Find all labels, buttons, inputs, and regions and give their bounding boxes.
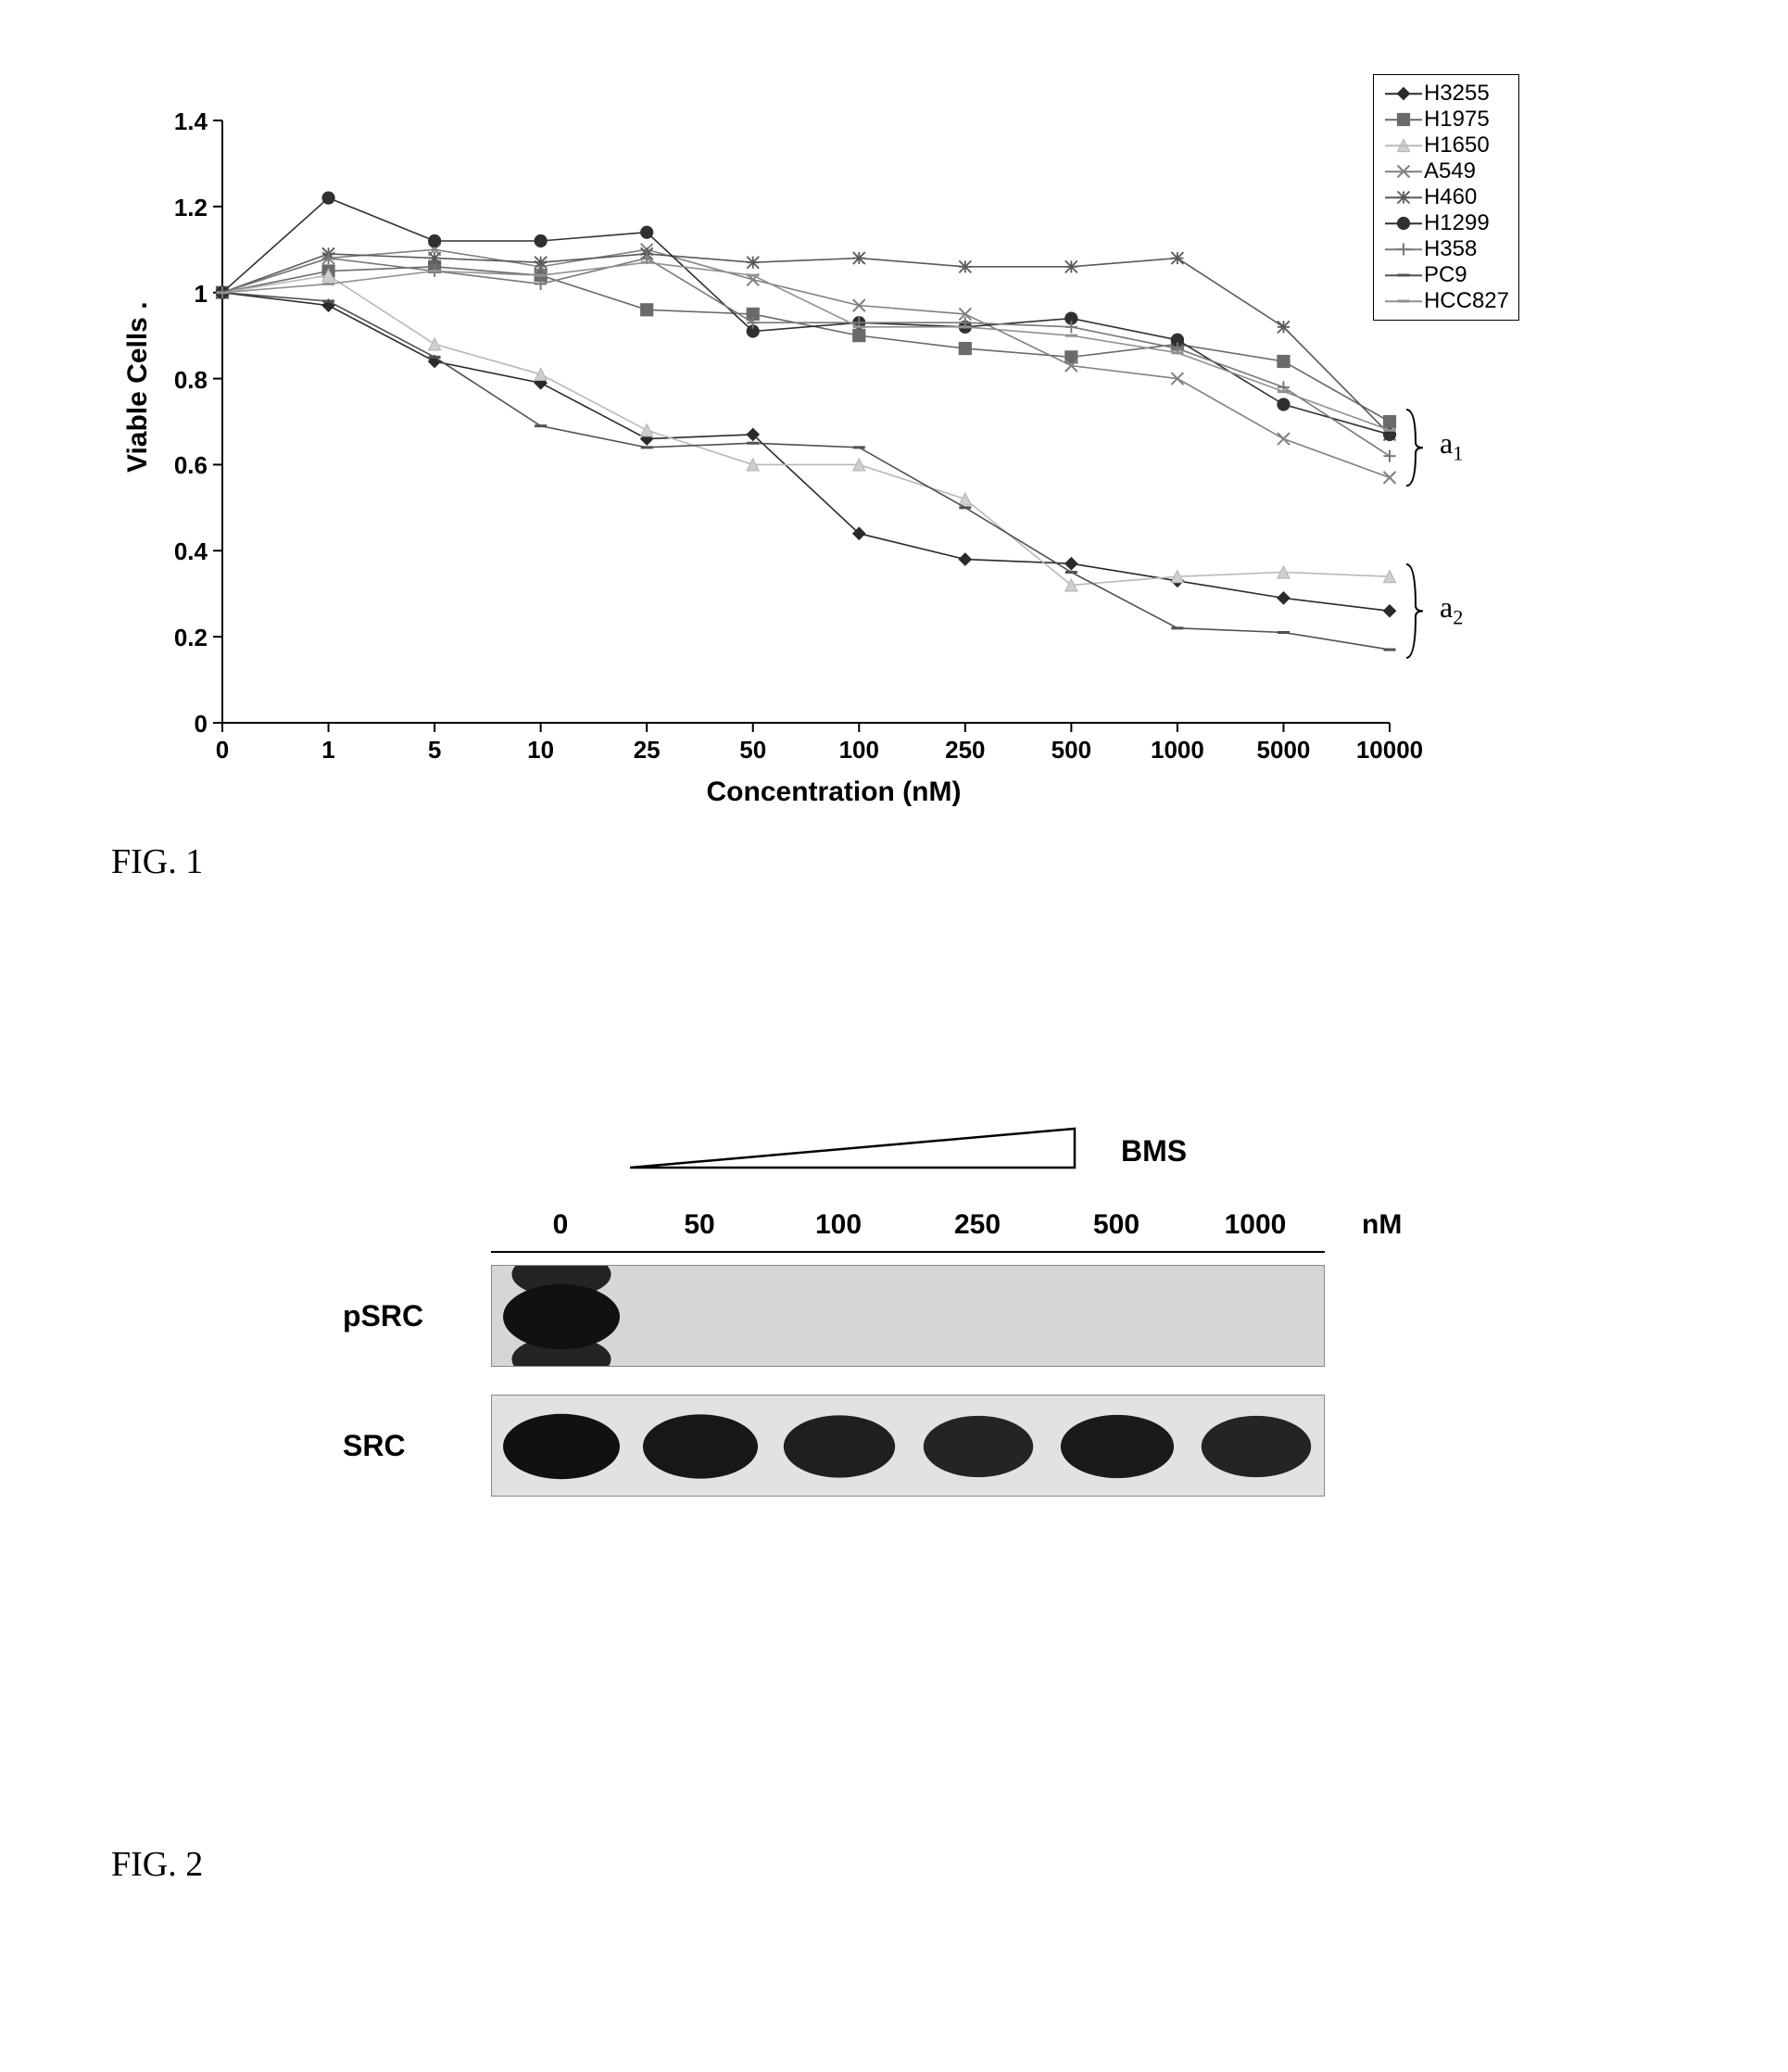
legend-label: HCC827 (1424, 288, 1509, 314)
x-tick: 10000 (1348, 736, 1431, 764)
y-tick: 0 (152, 710, 208, 739)
chart-canvas (111, 74, 1556, 815)
x-tick: 1000 (1136, 736, 1219, 764)
legend-label: H358 (1424, 236, 1477, 262)
blot-strip (491, 1265, 1325, 1367)
legend-label: H3255 (1424, 81, 1490, 107)
western-blot: BMS 0501002505001000 nM pSRCSRC (352, 1121, 1519, 1603)
blot-row-label: SRC (343, 1429, 406, 1463)
x-tick: 10 (499, 736, 583, 764)
legend-label: A549 (1424, 158, 1476, 184)
y-tick: 1 (152, 280, 208, 309)
y-tick: 0.8 (152, 366, 208, 395)
x-tick: 50 (711, 736, 795, 764)
figure-1-caption: FIG. 1 (111, 841, 1686, 882)
legend-item: H460 (1383, 184, 1509, 210)
lane-labels: 0501002505001000 (491, 1209, 1325, 1246)
y-tick: 1.2 (152, 194, 208, 222)
y-tick: 0.4 (152, 537, 208, 566)
legend-item: H1299 (1383, 210, 1509, 236)
x-tick: 5 (393, 736, 476, 764)
x-tick: 1 (287, 736, 371, 764)
legend-item: HCC827 (1383, 288, 1509, 314)
legend-item: PC9 (1383, 262, 1509, 288)
x-tick: 250 (924, 736, 1007, 764)
lane-header-rule (491, 1251, 1325, 1253)
y-tick: 0.6 (152, 451, 208, 480)
legend-item: H3255 (1383, 81, 1509, 107)
legend-item: A549 (1383, 158, 1509, 184)
legend-label: H460 (1424, 184, 1477, 210)
legend-label: H1650 (1424, 133, 1490, 158)
chart-legend: H3255H1975H1650A549H460H1299H358PC9HCC82… (1373, 74, 1519, 321)
x-tick: 0 (181, 736, 264, 764)
x-tick: 100 (817, 736, 900, 764)
legend-item: H1975 (1383, 107, 1509, 133)
blot-row-label: pSRC (343, 1299, 423, 1333)
legend-label: H1975 (1424, 107, 1490, 133)
x-tick: 5000 (1241, 736, 1325, 764)
lane-label: 250 (908, 1209, 1047, 1241)
figure-2-caption: FIG. 2 (111, 1844, 1686, 1885)
figure-1: H3255H1975H1650A549H460H1299H358PC9HCC82… (111, 74, 1686, 882)
x-tick: 500 (1029, 736, 1113, 764)
y-tick: 1.4 (152, 107, 208, 136)
lane-label: 50 (630, 1209, 769, 1241)
blot-strip (491, 1395, 1325, 1497)
treatment-label: BMS (1121, 1134, 1187, 1169)
dose-wedge-icon (630, 1121, 1093, 1175)
y-tick: 0.2 (152, 624, 208, 652)
x-tick: 25 (605, 736, 688, 764)
x-axis-label: Concentration (nM) (111, 777, 1556, 808)
legend-item: H358 (1383, 236, 1509, 262)
group-label: a2 (1440, 590, 1463, 629)
lane-label: 1000 (1186, 1209, 1325, 1241)
lane-label: 100 (769, 1209, 908, 1241)
lane-label: 0 (491, 1209, 630, 1241)
unit-label: nM (1362, 1209, 1402, 1241)
legend-item: H1650 (1383, 133, 1509, 158)
legend-label: H1299 (1424, 210, 1490, 236)
legend-label: PC9 (1424, 262, 1467, 288)
y-axis-label: Viable Cells . (122, 301, 154, 473)
lane-label: 500 (1047, 1209, 1186, 1241)
line-chart: H3255H1975H1650A549H460H1299H358PC9HCC82… (111, 74, 1556, 815)
figure-2: BMS 0501002505001000 nM pSRC SRC FIG. 2 (111, 1093, 1686, 1885)
group-label: a1 (1440, 426, 1463, 465)
